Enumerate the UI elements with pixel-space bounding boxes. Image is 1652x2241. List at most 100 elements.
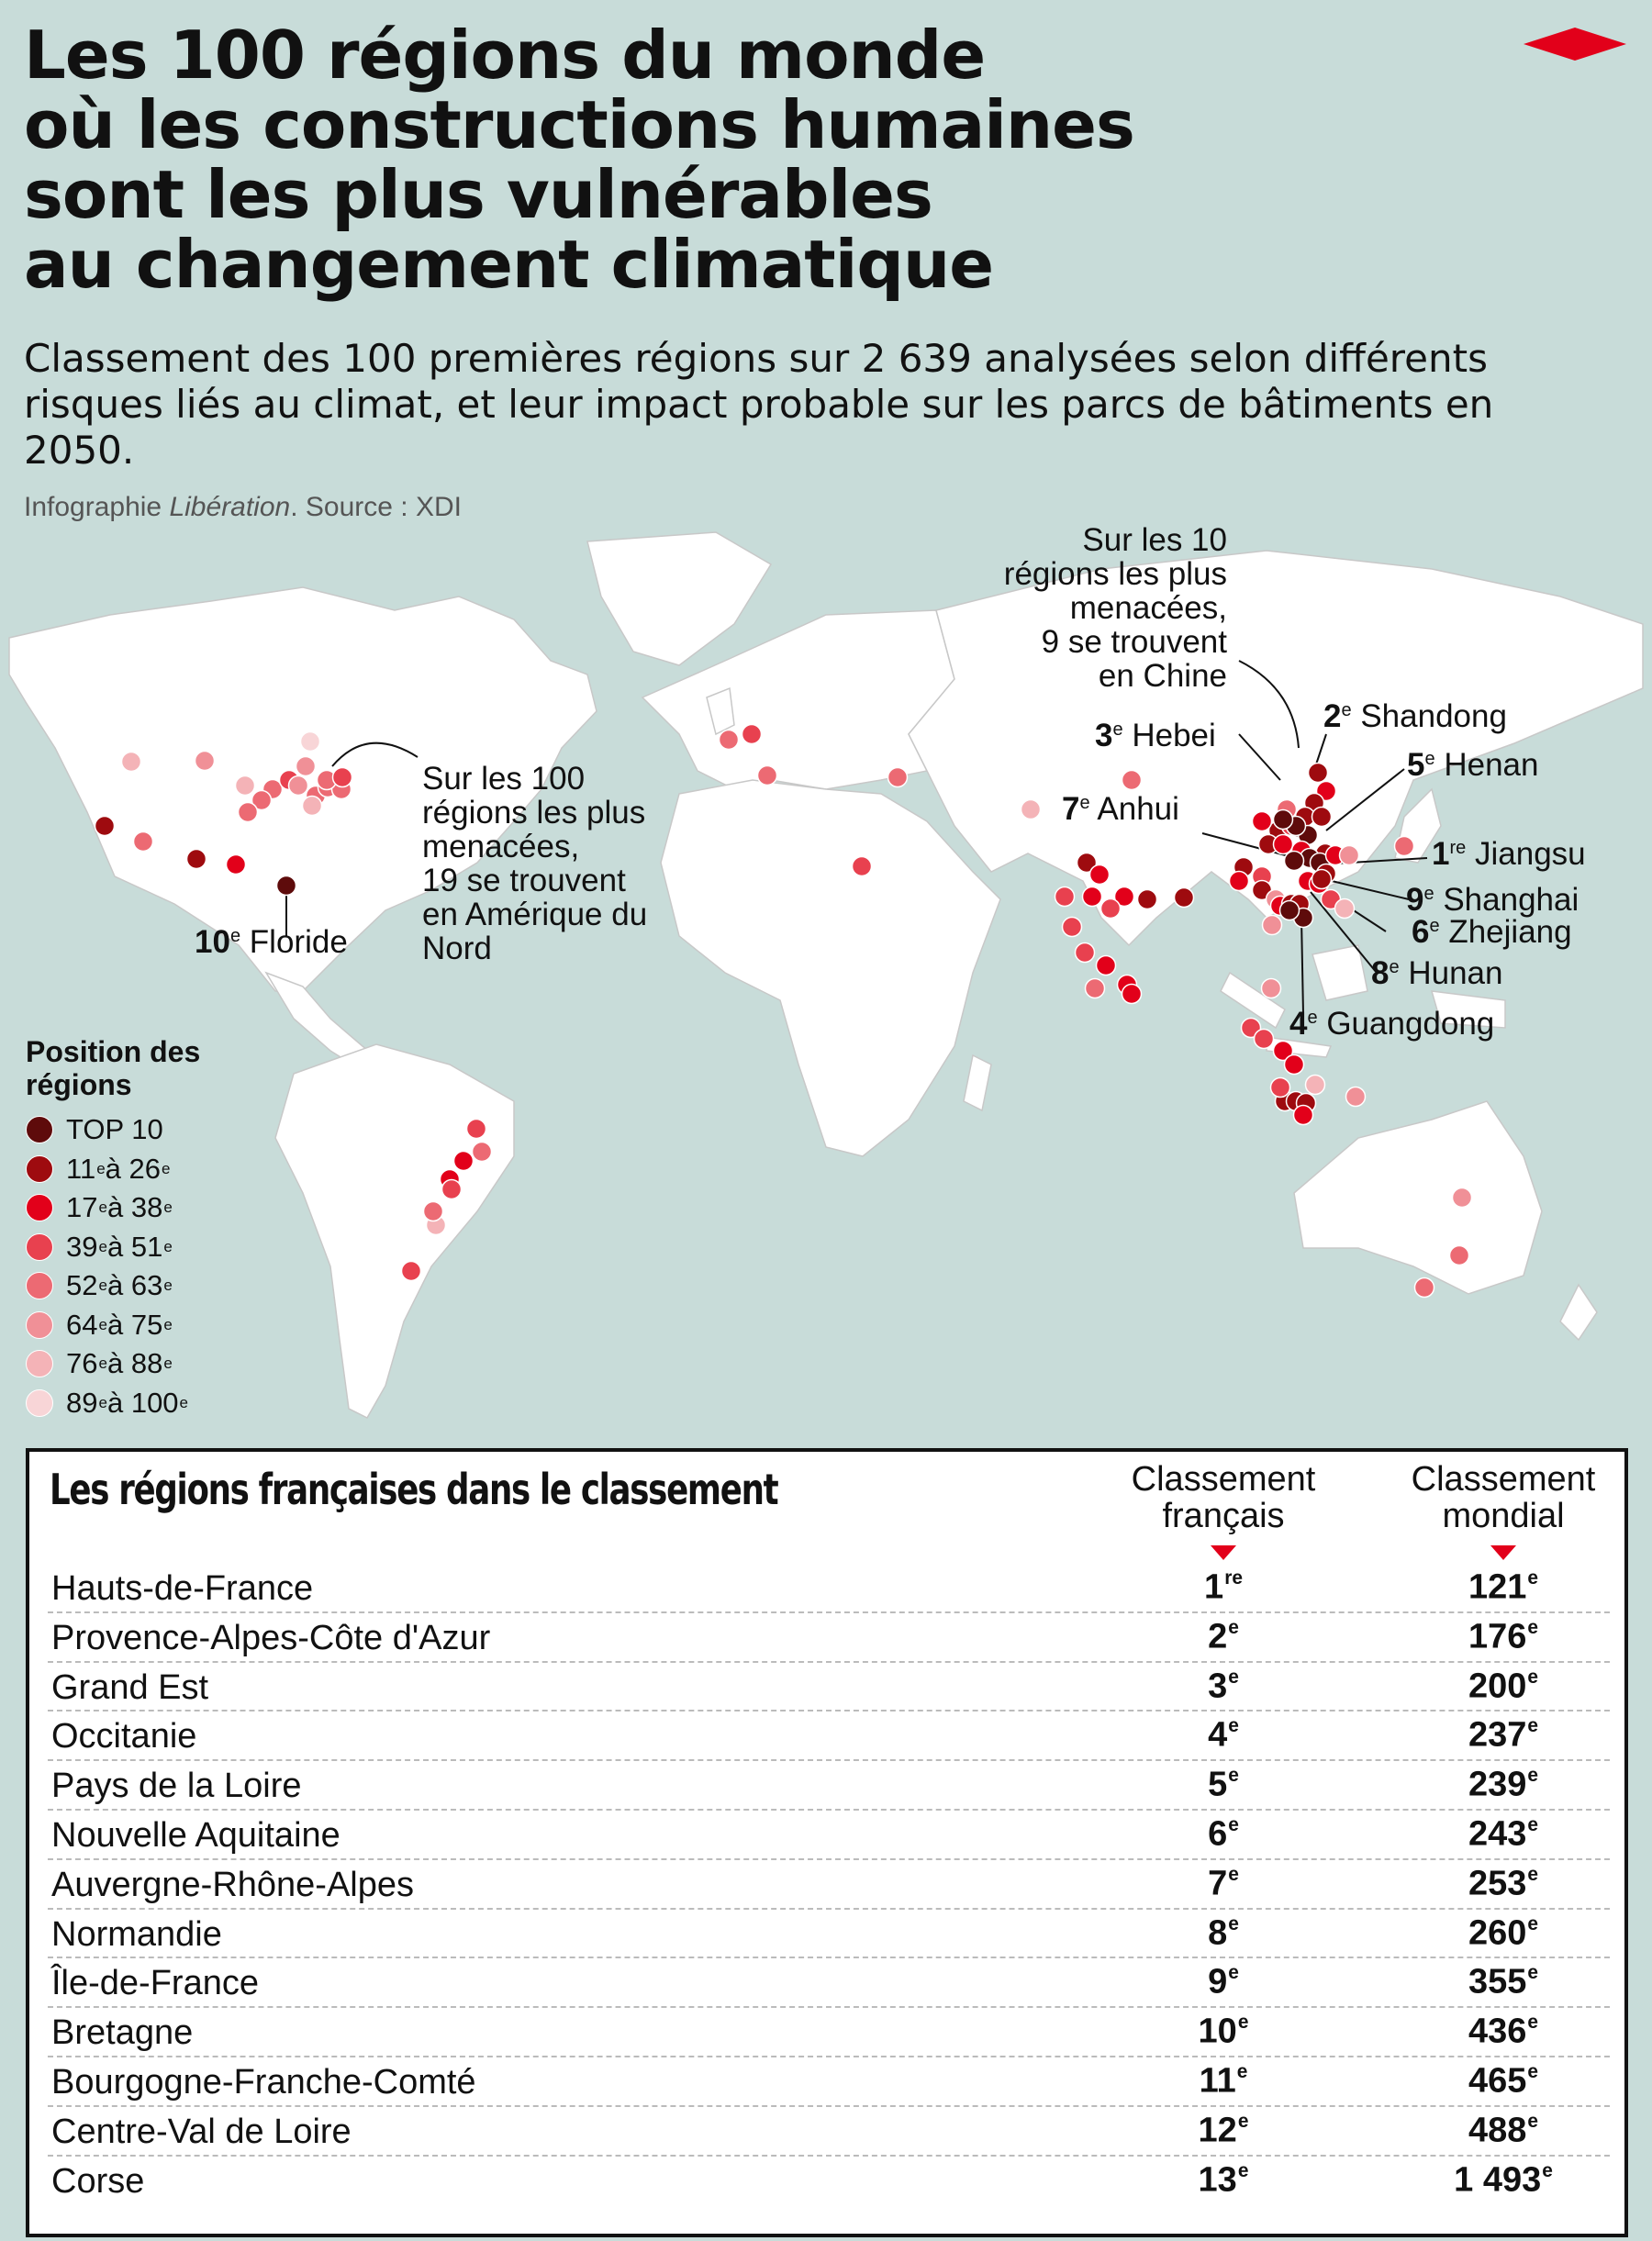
french-rank: 8e xyxy=(1208,1912,1239,1953)
french-rank: 7e xyxy=(1208,1863,1239,1903)
region-dot xyxy=(1451,1187,1473,1209)
legend-dot-icon xyxy=(26,1310,53,1339)
table-row: Provence-Alpes-Côte d'Azur 2e 176e xyxy=(48,1613,1610,1663)
region-dot xyxy=(237,801,259,823)
rank-label-floride: 10e Floride xyxy=(195,924,348,960)
na-annotation-line: Sur les 100 xyxy=(422,761,585,797)
region-dot xyxy=(1278,899,1300,921)
region-dot xyxy=(1304,1074,1326,1096)
table-row: Corse 13e 1 493e xyxy=(48,2157,1610,2206)
table-rows: Hauts-de-France 1re 121e Provence-Alpes-Cô… xyxy=(48,1564,1610,2205)
legend-item: 52 e à 63 e xyxy=(26,1266,246,1306)
region-dot xyxy=(1253,1028,1275,1050)
french-rank: 12e xyxy=(1198,2110,1249,2150)
table-title: Les régions françaises dans le classemen… xyxy=(50,1465,779,1514)
table-row: Hauts-de-France 1re 121e xyxy=(48,1564,1610,1613)
region-dots xyxy=(94,723,1473,1299)
legend-dot-icon xyxy=(26,1388,53,1417)
uk-land xyxy=(706,686,735,736)
region-name: Auvergne-Rhône-Alpes xyxy=(51,1865,415,1904)
credit-prefix: Infographie xyxy=(24,492,170,522)
region-dot xyxy=(1272,808,1294,831)
region-dot xyxy=(1311,806,1333,828)
table-row: Auvergne-Rhône-Alpes 7e 253e xyxy=(48,1860,1610,1910)
legend-dot-icon xyxy=(26,1272,53,1300)
liberation-logo-icon xyxy=(1524,28,1626,61)
rank-label-anhui: 7e Anhui xyxy=(1062,791,1179,827)
region-dot xyxy=(1272,1040,1294,1062)
world-rank: 121e xyxy=(1468,1567,1539,1607)
region-dot xyxy=(1393,835,1415,857)
col-header-world-rank: Classement mondial xyxy=(1356,1461,1650,1560)
region-dot xyxy=(1099,898,1122,920)
french-rank: 6e xyxy=(1208,1813,1239,1854)
madagascar-land xyxy=(963,1054,992,1112)
table-row: Normandie 8e 260e xyxy=(48,1910,1610,1959)
french-regions-table: Les régions françaises dans le classemen… xyxy=(26,1448,1628,2237)
australia-land xyxy=(1293,1100,1543,1295)
region-dot xyxy=(1283,1054,1305,1076)
region-dot xyxy=(120,751,142,773)
region-dot xyxy=(1020,798,1042,820)
region-name: Corse xyxy=(51,2161,145,2201)
region-dot xyxy=(1251,810,1273,832)
region-name: Pays de la Loire xyxy=(51,1767,302,1806)
africa-land xyxy=(660,779,1001,1157)
region-dot xyxy=(275,875,297,897)
region-dot xyxy=(400,1260,422,1282)
title-line: où les constructions humaines xyxy=(24,86,1135,163)
legend-dot-icon xyxy=(26,1194,53,1222)
china-annotation-line: régions les plus xyxy=(1004,556,1227,592)
rank-label-guangdong: 4e Guangdong xyxy=(1289,1006,1494,1042)
region-dot xyxy=(331,766,353,788)
region-dot xyxy=(1121,983,1143,1005)
rank-label-shanghai: 9e Shanghai xyxy=(1406,882,1579,918)
legend-dot-icon xyxy=(26,1154,53,1183)
world-map: Sur les 10 régions les plus menacées, 9 … xyxy=(8,522,1644,1419)
greenland-land xyxy=(586,531,773,666)
na-annotation-line: 19 se trouvent xyxy=(422,863,626,898)
legend-dot-icon xyxy=(26,1116,53,1144)
world-rank: 237e xyxy=(1468,1715,1539,1756)
north-america-annotation: Sur les 100 régions les plus menacées, 1… xyxy=(422,761,647,966)
credit: Infographie Libération. Source : XDI xyxy=(24,492,462,523)
region-dot xyxy=(1061,916,1083,938)
na-annotation-line: menacées, xyxy=(422,829,579,864)
region-dot xyxy=(851,855,873,877)
region-dot xyxy=(94,815,116,837)
region-dot xyxy=(1228,870,1250,892)
region-dot xyxy=(1081,886,1103,908)
french-rank: 3e xyxy=(1208,1666,1239,1706)
region-dot xyxy=(194,750,216,772)
table-row: Nouvelle Aquitaine 6e 243e xyxy=(48,1811,1610,1860)
na-annotation-line: en Amérique du xyxy=(422,897,647,932)
region-dot xyxy=(756,764,778,786)
legend-item: TOP 10 xyxy=(26,1110,246,1150)
north-america-annotation-arrow xyxy=(331,741,419,767)
col-header-french-rank: Classement français xyxy=(1077,1461,1370,1560)
sort-arrow-icon xyxy=(1211,1545,1236,1560)
new-guinea-land xyxy=(1430,990,1506,1029)
french-rank: 1re xyxy=(1204,1567,1243,1607)
table-row: Bourgogne-Franche-Comté 11e 465e xyxy=(48,2057,1610,2107)
legend-item: 17 e à 38 e xyxy=(26,1188,246,1228)
col-header-line: français xyxy=(1162,1497,1285,1535)
new-zealand-land xyxy=(1559,1283,1598,1342)
legend-item: 64 e à 75 e xyxy=(26,1306,246,1345)
region-dot xyxy=(741,723,763,745)
china-annotation-line: menacées, xyxy=(1070,590,1227,626)
region-dot xyxy=(1054,886,1076,908)
legend: Position des régions TOP 10 11 e à 26 e 17… xyxy=(26,1035,246,1422)
legend-item: 11 e à 26 e xyxy=(26,1150,246,1189)
land-masses xyxy=(8,531,1644,1419)
title-line: sont les plus vulnérables xyxy=(24,156,933,233)
region-dot xyxy=(1311,868,1333,890)
region-dot xyxy=(1136,888,1158,910)
table-row: Pays de la Loire 5e 239e xyxy=(48,1761,1610,1811)
rank-label-shandong: 2e Shandong xyxy=(1323,698,1507,734)
world-rank: 253e xyxy=(1468,1863,1539,1903)
french-rank: 4e xyxy=(1208,1715,1239,1756)
rank-label-jiangsu: 1re Jiangsu xyxy=(1432,836,1586,872)
legend-item: 76 e à 88 e xyxy=(26,1344,246,1384)
french-rank: 5e xyxy=(1208,1765,1239,1804)
